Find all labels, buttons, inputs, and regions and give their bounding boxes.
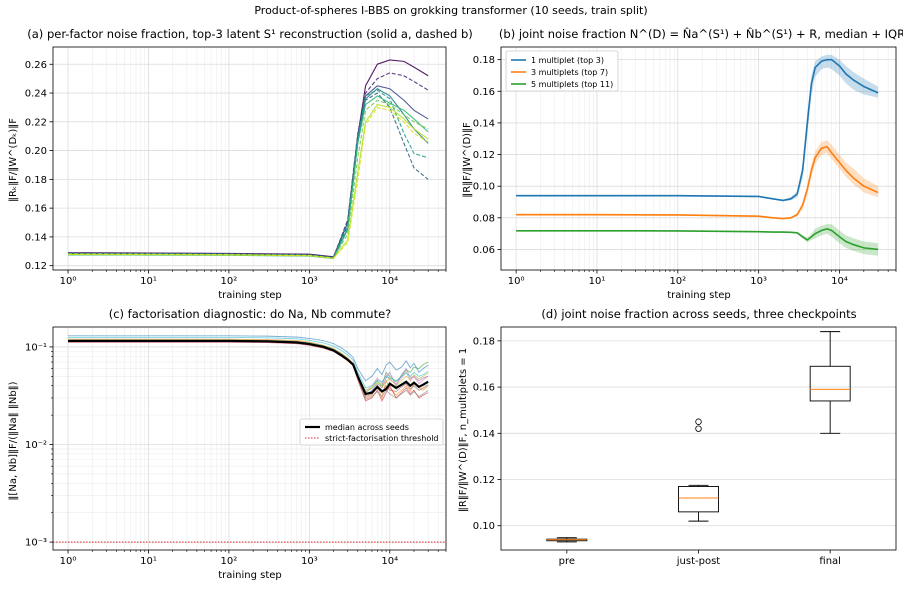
panel-c-tick-label-x: 10¹ — [140, 556, 157, 567]
panel-b-tick-label-x: 10² — [669, 276, 686, 287]
panel-b-legend-label-0: 1 multiplet (top 3) — [531, 56, 604, 65]
panel-a-series-line-0 — [68, 59, 429, 258]
panel-d-box-1 — [678, 486, 719, 513]
panel-b-median-line-1 — [516, 145, 879, 220]
panel-c-legend-box — [299, 418, 444, 446]
panel-a-tick-label-x: 10⁴ — [381, 276, 398, 287]
panel-a-series-line-6 — [68, 95, 429, 260]
panel-c-tick-label-y: 10⁻¹ — [25, 342, 47, 353]
panel-a-xlabel: training step — [218, 290, 282, 301]
panel-d-flier-1-0 — [695, 425, 702, 432]
panel-b-legend-label-1: 3 multiplets (top 7) — [531, 68, 608, 77]
panel-c-tick-label-x: 10³ — [301, 556, 318, 567]
panel-c-factorisation-diagnostic: (c) factorisation diagnostic: do Na, Nb … — [8, 307, 447, 581]
panel-b-legend-label-2: 5 multiplets (top 11) — [531, 80, 613, 89]
panel-a-tick-label-x: 10¹ — [140, 276, 157, 287]
panel-b-iqr-band-1 — [516, 140, 879, 220]
panel-b-tick-label-y: 0.14 — [473, 118, 495, 129]
panel-b-tick-label-x: 10⁰ — [508, 276, 525, 287]
panel-a-tick-label-y: 0.14 — [25, 232, 47, 243]
panel-b-tick-label-y: 0.12 — [473, 150, 495, 161]
panel-b-tick-label-y: 0.10 — [473, 182, 495, 193]
panel-b-median-line-0 — [516, 58, 879, 202]
panel-b-tick-label-y: 0.06 — [473, 245, 495, 256]
panel-b-joint-noise-fraction: (b) joint noise fraction N^(D) = N̂a^(S¹… — [462, 27, 903, 301]
panel-b-median-line-2 — [516, 228, 879, 251]
panel-c-seed-line-1 — [68, 338, 429, 400]
panel-b-tick-label-x: 10³ — [750, 276, 767, 287]
panel-d-boxplot-checkpoints: (d) joint noise fraction across seeds, t… — [458, 307, 897, 567]
panel-b-legend-box — [505, 50, 619, 92]
panel-c-seed-line-2 — [68, 339, 429, 394]
panel-c-title: (c) factorisation diagnostic: do Na, Nb … — [109, 307, 392, 321]
panel-d-tick-label-y: 0.12 — [473, 475, 495, 486]
panel-b-tick-label-y: 0.08 — [473, 213, 495, 224]
panel-c-axes-frame — [52, 326, 447, 551]
panel-a-tick-label-y: 0.16 — [25, 204, 47, 215]
panel-a-series-line-3 — [68, 92, 429, 259]
panel-a-series-line-9 — [68, 106, 429, 259]
panel-d-title: (d) joint noise fraction across seeds, t… — [541, 307, 856, 321]
panel-c-median-line — [68, 339, 429, 396]
panel-d-box-2 — [809, 365, 851, 402]
panel-d-tick-label-y: 0.10 — [473, 521, 495, 532]
panel-d-axes-frame — [500, 326, 897, 551]
panel-a-tick-label-y: 0.24 — [25, 89, 47, 100]
panel-c-seed-line-9 — [68, 337, 429, 389]
panel-b-axes-frame — [500, 46, 897, 271]
panel-c-seed-line-0 — [68, 335, 429, 382]
panel-a-tick-label-y: 0.22 — [25, 117, 47, 128]
panel-d-tick-label-y: 0.16 — [473, 383, 495, 394]
panel-b-tick-label-x: 10⁴ — [831, 276, 848, 287]
panel-d-tick-label-y: 0.18 — [473, 336, 495, 347]
panel-a-tick-label-y: 0.12 — [25, 261, 47, 272]
panel-c-tick-label-x: 10⁰ — [60, 556, 77, 567]
panel-b-iqr-band-2 — [516, 224, 879, 256]
panel-a-series-line-8 — [68, 103, 429, 259]
panel-d-flier-1-1 — [695, 418, 702, 425]
panel-a-series-line-5 — [68, 89, 429, 259]
panel-c-legend-label-1: strict-factorisation threshold — [325, 434, 439, 443]
panel-a-tick-label-y: 0.20 — [25, 146, 47, 157]
panel-c-tick-label-x: 10⁴ — [381, 556, 398, 567]
panel-a-tick-label-y: 0.18 — [25, 175, 47, 186]
panel-a-tick-label-x: 10⁰ — [60, 276, 77, 287]
panel-a-tick-label-x: 10³ — [301, 276, 318, 287]
panel-a-ylabel: ‖Rₖ‖F/‖W^(Dₖ)‖F — [8, 118, 19, 202]
figure-suptitle: Product-of-spheres I-BBS on grokking tra… — [254, 4, 647, 17]
panel-a-tick-label-x: 10² — [221, 276, 238, 287]
panel-b-tick-label-y: 0.18 — [473, 55, 495, 66]
panel-c-tick-label-x: 10² — [221, 556, 238, 567]
panel-b-title: (b) joint noise fraction N^(D) = N̂a^(S¹… — [499, 27, 903, 41]
panel-b-xlabel: training step — [667, 290, 731, 301]
panel-c-seed-line-5 — [68, 340, 429, 398]
panel-c-legend-label-0: median across seeds — [325, 423, 409, 432]
panel-b-ylabel: ‖R‖F/‖W^(D)‖F — [462, 122, 473, 198]
panel-d-category-label-2: final — [819, 556, 841, 567]
panel-a-series-line-4 — [68, 88, 429, 259]
panel-b-tick-label-y: 0.16 — [473, 87, 495, 98]
panel-d-ylabel: ‖R‖F/‖W^(D)‖F, n_multiplets = 1 — [458, 348, 469, 512]
panel-d-category-label-1: just-post — [676, 556, 721, 567]
panel-c-seed-line-4 — [68, 340, 429, 396]
panel-c-ylabel: ‖[Na, Nb]‖F/(‖Na‖ ‖Nb‖) — [8, 381, 19, 500]
panel-b-tick-label-x: 10¹ — [589, 276, 606, 287]
panel-c-tick-label-y: 10⁻³ — [25, 538, 47, 549]
panel-a-title: (a) per-factor noise fraction, top-3 lat… — [27, 27, 472, 41]
panel-a-series-line-7 — [68, 99, 429, 259]
panel-d-tick-label-y: 0.14 — [473, 429, 495, 440]
panel-a-tick-label-y: 0.26 — [25, 60, 47, 71]
panel-c-xlabel: training step — [218, 570, 282, 581]
panel-a-noise-fraction-per-factor: (a) per-factor noise fraction, top-3 lat… — [8, 27, 473, 301]
panel-d-category-label-0: pre — [559, 556, 575, 567]
panel-c-tick-label-y: 10⁻² — [25, 440, 47, 451]
panel-a-series-line-1 — [68, 72, 429, 258]
panel-a-axes-frame — [52, 46, 447, 271]
